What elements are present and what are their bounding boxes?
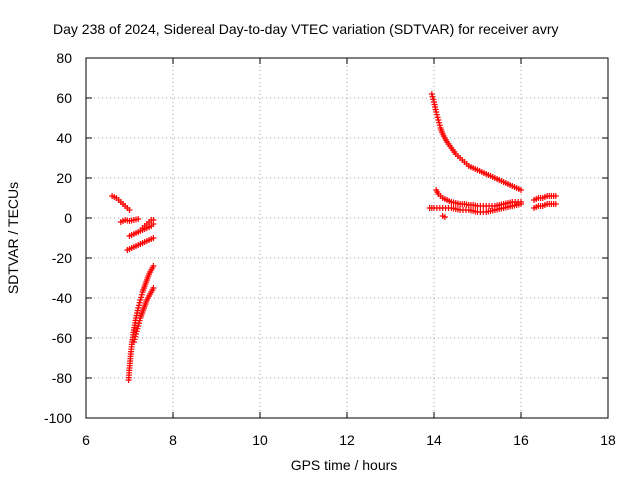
y-tick-labels: -100 -80 -60 -40 -20 0 20 40 60 80: [44, 50, 72, 426]
data-point: [428, 91, 435, 97]
series-track-j: [426, 201, 524, 215]
series-track-h: [428, 91, 524, 193]
data-point: [435, 117, 442, 123]
series-track-g: [130, 285, 157, 345]
data-point: [130, 339, 137, 345]
data-point: [132, 333, 139, 340]
x-tick-label: 6: [82, 432, 90, 448]
data-point: [433, 111, 440, 118]
data-point: [135, 305, 142, 311]
y-tick-label: 80: [56, 50, 72, 66]
data-point: [150, 263, 157, 269]
data-point: [150, 235, 157, 241]
data-point: [135, 320, 142, 327]
data-point: [135, 323, 142, 329]
y-tick-label: -20: [52, 250, 72, 266]
data-point: [136, 299, 143, 306]
y-tick-label: 40: [56, 130, 72, 146]
chart-title: Day 238 of 2024, Sidereal Day-to-day VTE…: [53, 21, 559, 37]
x-axis-label: GPS time / hours: [291, 457, 398, 473]
data-point: [133, 328, 140, 335]
axis-ticks: [85, 57, 609, 419]
y-tick-label: -80: [52, 370, 72, 386]
data-point: [518, 201, 524, 207]
data-point: [150, 217, 157, 223]
data-point: [135, 302, 142, 309]
y-tick-label: -60: [52, 330, 72, 346]
y-axis-label: SDTVAR / TECUs: [5, 182, 21, 294]
y-tick-label: -40: [52, 290, 72, 306]
series-track-a: [109, 193, 133, 213]
series-track-c: [126, 221, 157, 239]
data-point: [552, 193, 559, 199]
grid: [86, 58, 608, 418]
x-tick-label: 18: [600, 432, 616, 448]
series-track-d: [139, 217, 157, 231]
data-point: [134, 325, 141, 332]
y-tick-label: 60: [56, 90, 72, 106]
x-tick-label: 16: [513, 432, 529, 448]
data-point: [126, 207, 133, 213]
data-points: [109, 91, 559, 383]
data-point: [518, 187, 524, 193]
series-track-e: [124, 235, 157, 253]
x-tick-label: 12: [339, 432, 355, 448]
data-point: [441, 214, 448, 220]
data-point: [436, 122, 443, 129]
data-point: [434, 114, 441, 121]
data-point: [430, 96, 437, 103]
data-point: [136, 317, 143, 324]
data-point: [433, 109, 440, 115]
x-tick-label: 8: [169, 432, 177, 448]
data-point: [138, 294, 145, 301]
series-track-l: [531, 193, 559, 203]
data-point: [436, 119, 443, 126]
x-tick-label: 14: [426, 432, 442, 448]
y-tick-label: -100: [44, 410, 72, 426]
x-tick-labels: 6 8 10 12 14 16 18: [82, 432, 616, 448]
data-point: [137, 297, 144, 303]
data-point: [429, 93, 436, 100]
x-tick-label: 10: [252, 432, 268, 448]
data-point: [133, 331, 140, 337]
data-point: [150, 285, 157, 291]
data-point: [131, 336, 138, 343]
y-tick-label: 0: [64, 210, 72, 226]
data-point: [138, 291, 145, 298]
series-track-k: [439, 213, 448, 220]
data-point: [552, 201, 559, 207]
y-tick-label: 20: [56, 170, 72, 186]
data-point: [135, 216, 142, 222]
series-track-m: [531, 201, 559, 211]
series-track-b: [117, 216, 142, 225]
